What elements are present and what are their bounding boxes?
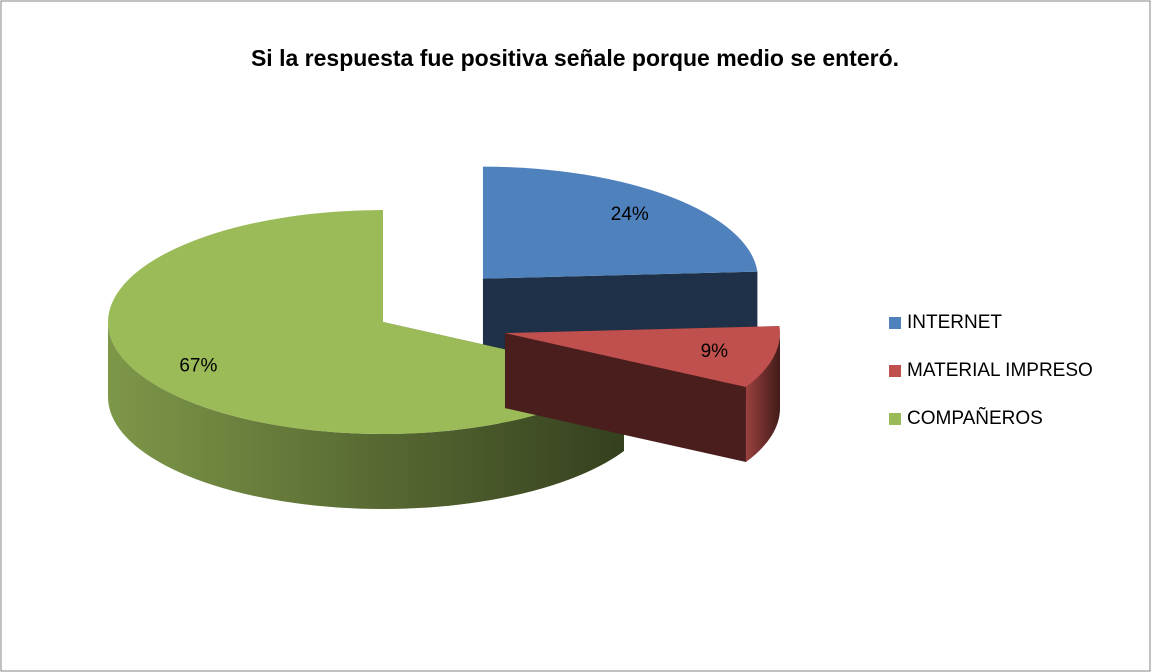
chart-title: Si la respuesta fue positiva señale porq… — [251, 45, 899, 71]
slice — [504, 326, 780, 388]
slice — [482, 166, 758, 279]
legend-swatch — [889, 413, 901, 425]
slice-side-shade — [108, 322, 624, 509]
slice-side-shade — [745, 333, 780, 463]
legend-label: MATERIAL IMPRESO — [907, 360, 1093, 381]
legend-label: INTERNET — [907, 312, 1002, 333]
legend-swatch — [889, 317, 901, 329]
data-label: 24% — [611, 204, 649, 225]
slice-cut-face — [504, 333, 746, 463]
data-label: 67% — [179, 355, 217, 376]
slice — [108, 210, 624, 434]
legend-swatch — [889, 365, 901, 377]
data-label: 9% — [701, 341, 729, 362]
legend-label: COMPAÑEROS — [907, 407, 1043, 429]
